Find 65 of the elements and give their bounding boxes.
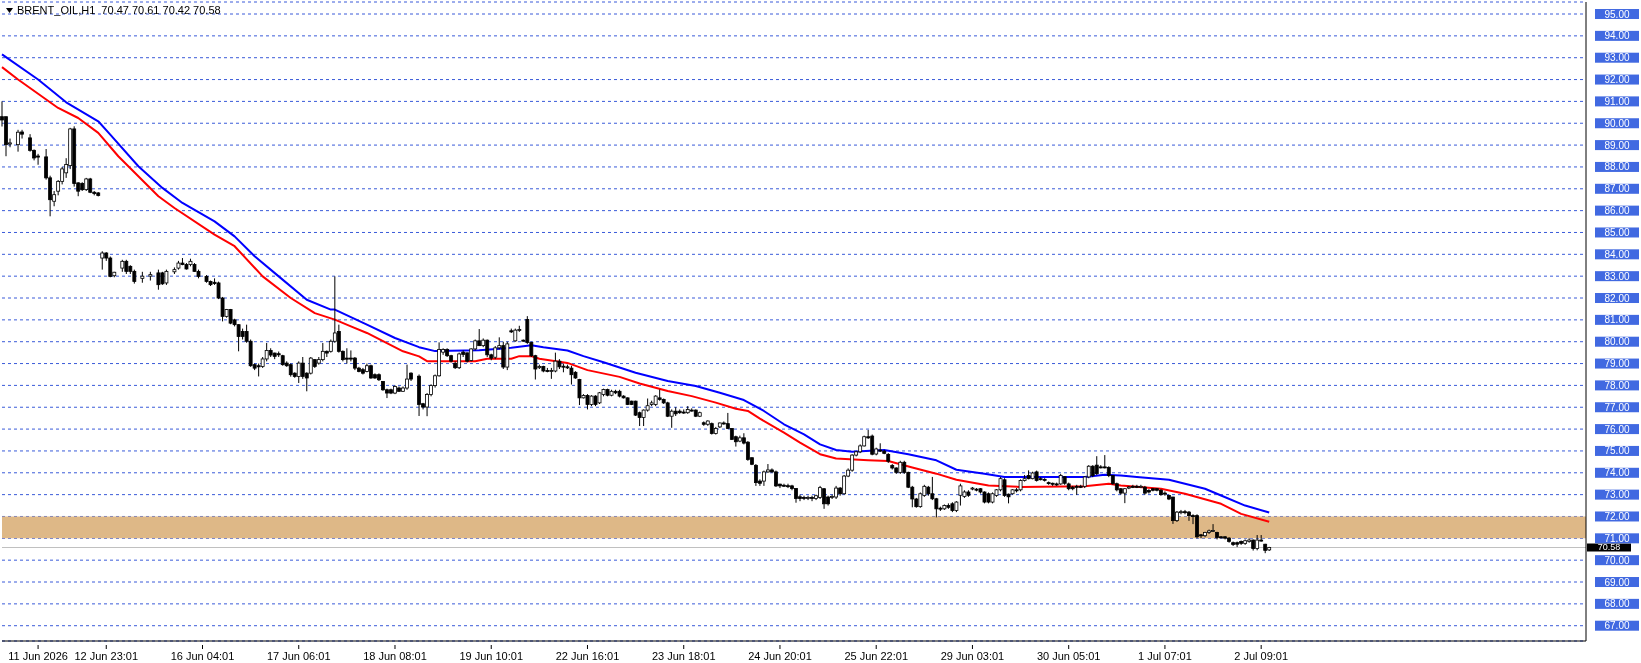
- y-tick-label: 67.00: [1604, 620, 1630, 632]
- candlestick: [1147, 488, 1151, 495]
- y-tick-label: 75.00: [1604, 445, 1630, 457]
- y-tick-label: 84.00: [1604, 248, 1630, 260]
- y-tick-label: 77.00: [1604, 401, 1630, 413]
- y-tick-label: 82.00: [1604, 292, 1630, 304]
- candlestick: [1171, 496, 1175, 525]
- y-tick-label: 81.00: [1604, 314, 1630, 326]
- candlestick: [36, 153, 40, 166]
- candlestick: [1183, 509, 1187, 515]
- x-tick-label: 16 Jun 04:01: [170, 650, 235, 662]
- y-tick-label: 86.00: [1604, 205, 1630, 217]
- y-tick-label: 95.00: [1604, 8, 1630, 20]
- x-tick-label: 17 Jun 06:01: [266, 650, 331, 662]
- y-tick-label: 78.00: [1604, 379, 1630, 391]
- candlestick: [236, 323, 241, 352]
- x-tick-label: 30 Jun 05:01: [1036, 650, 1101, 662]
- candlestick: [745, 440, 750, 462]
- y-tick-label: 76.00: [1604, 423, 1630, 435]
- candlestick: [1163, 490, 1167, 497]
- candlestick: [806, 495, 810, 501]
- x-tick-label: 12 Jun 23:01: [74, 650, 139, 662]
- x-tick-label: 18 Jun 08:01: [363, 650, 427, 662]
- ref-line-label: 70.58: [1597, 542, 1621, 553]
- candlestick: [405, 364, 409, 391]
- y-tick-label: 80.00: [1604, 336, 1630, 348]
- y-tick-label: 91.00: [1604, 95, 1630, 107]
- x-tick-label: 11 Jun 2026: [8, 650, 68, 662]
- candlestick: [1211, 523, 1215, 533]
- x-tick-label: 29 Jun 03:01: [940, 650, 1005, 662]
- y-tick-label: 70.00: [1604, 554, 1630, 566]
- y-tick-label: 73.00: [1604, 489, 1630, 501]
- y-tick-label: 83.00: [1604, 270, 1630, 282]
- candlestick: [320, 342, 325, 362]
- y-tick-label: 68.00: [1604, 598, 1630, 610]
- x-tick-label: 19 Jun 10:01: [459, 650, 524, 662]
- candlestick: [1187, 510, 1191, 522]
- y-tick-label: 90.00: [1604, 117, 1630, 129]
- x-tick-label: 24 Jun 20:01: [748, 650, 812, 662]
- x-tick-label: 1 Jul 07:01: [1138, 650, 1192, 662]
- y-tick-label: 92.00: [1604, 74, 1630, 86]
- candlestick: [810, 495, 814, 502]
- y-tick-label: 85.00: [1604, 226, 1630, 238]
- candlestick: [802, 495, 806, 501]
- chart-title: BRENT_OIL,H1 70.47 70.61 70.42 70.58: [17, 4, 221, 16]
- y-tick-label: 88.00: [1604, 161, 1630, 173]
- candlestick: [1195, 513, 1199, 539]
- y-tick-label: 69.00: [1604, 576, 1630, 588]
- y-tick-label: 89.00: [1604, 139, 1630, 151]
- candlestick: [822, 487, 826, 510]
- y-tick-label: 87.00: [1604, 183, 1630, 195]
- candlestick: [786, 483, 790, 489]
- y-tick-label: 71.00: [1604, 532, 1630, 544]
- x-tick-label: 25 Jun 22:01: [844, 650, 909, 662]
- x-tick-label: 2 Jul 09:01: [1234, 650, 1289, 662]
- x-tick-label: 22 Jun 16:01: [555, 650, 620, 662]
- y-tick-label: 74.00: [1604, 467, 1630, 479]
- candlestick: [501, 341, 506, 370]
- y-tick-label: 72.00: [1604, 510, 1630, 522]
- y-tick-label: 79.00: [1604, 358, 1630, 370]
- candlestick: [505, 341, 510, 371]
- y-tick-label: 93.00: [1604, 52, 1630, 64]
- x-tick-label: 23 Jun 18:01: [651, 650, 716, 662]
- y-tick-label: 94.00: [1604, 30, 1630, 42]
- candlestick: [16, 129, 20, 153]
